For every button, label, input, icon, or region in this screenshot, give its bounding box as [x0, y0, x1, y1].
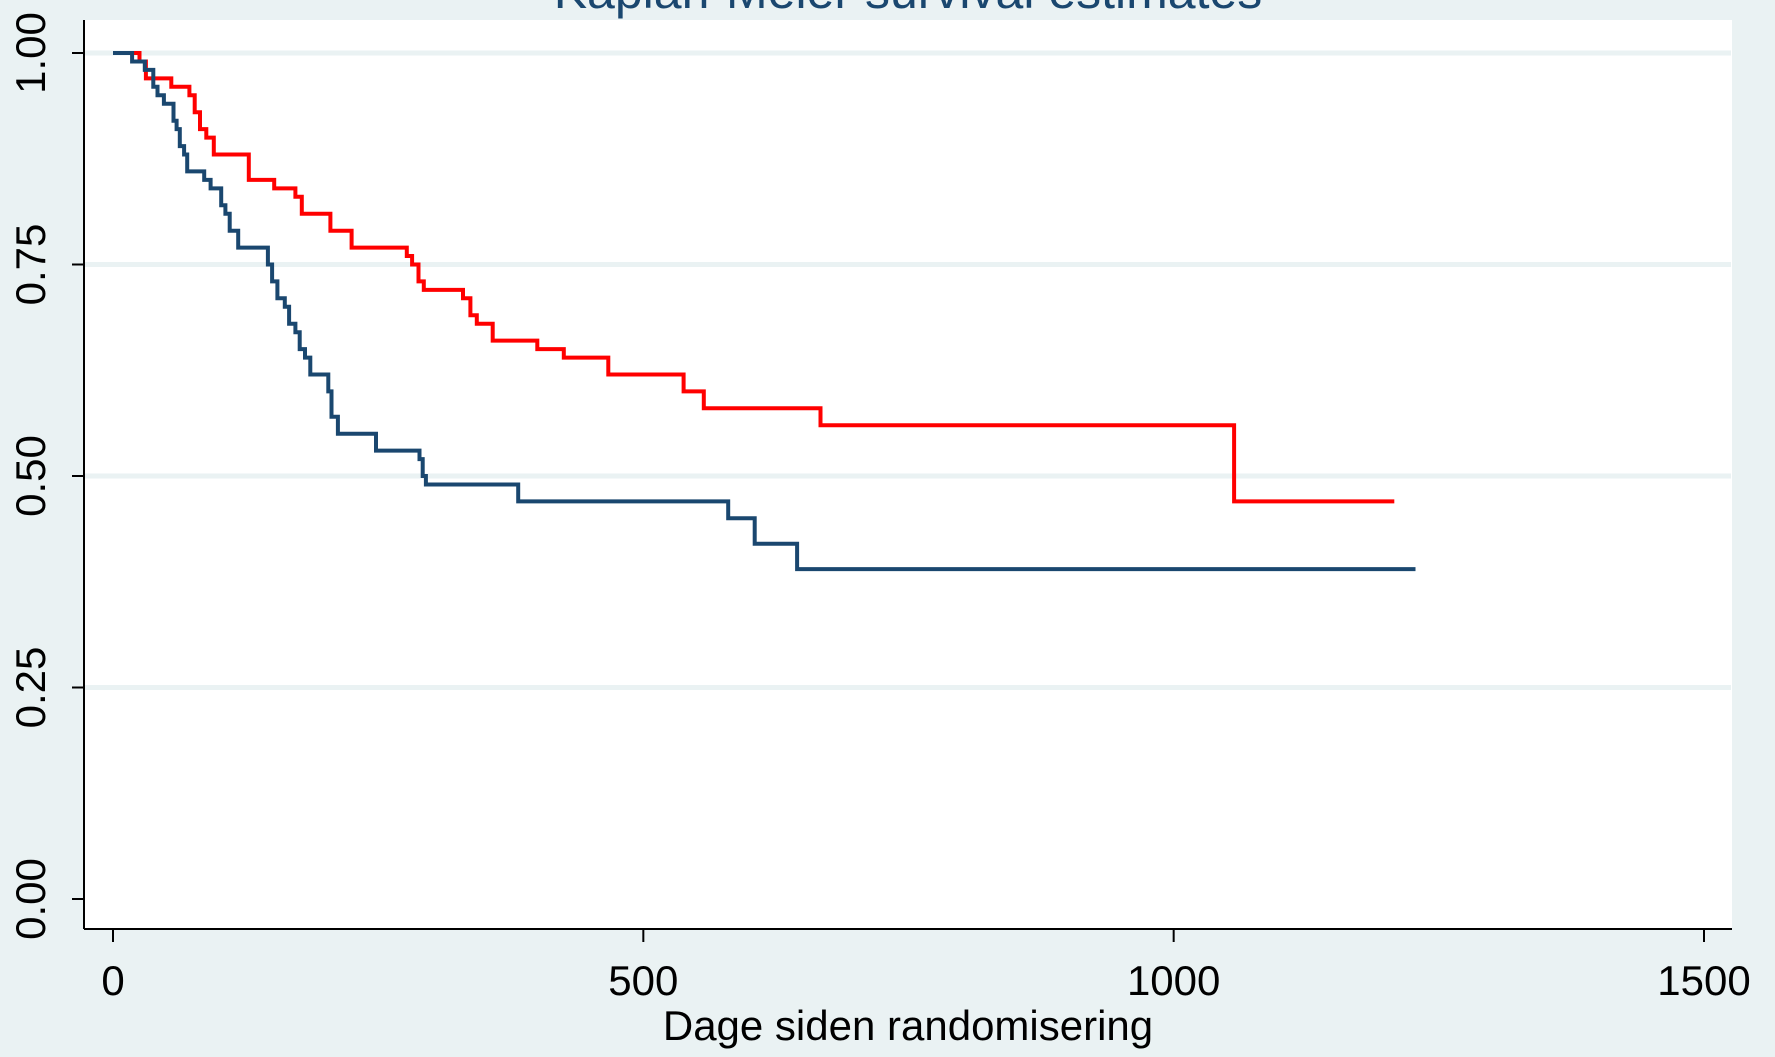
y-tick-label: 1.00: [7, 12, 54, 94]
chart-title: Kaplan-Meier survival estimates: [554, 0, 1263, 19]
gridlines: [85, 50, 1731, 690]
y-tick-label: 0.25: [7, 647, 54, 729]
y-tick-label: 0.50: [7, 435, 54, 517]
series: [113, 51, 1416, 572]
y-tick-label: 0.00: [7, 858, 54, 940]
x-tick-label: 0: [101, 957, 124, 1004]
x-axis-label: Dage siden randomisering: [663, 1002, 1153, 1049]
x-tick-label: 1500: [1657, 957, 1750, 1004]
series-line-2: [113, 51, 1416, 572]
y-tick-label: 0.75: [7, 224, 54, 306]
y-ticks: 0.00 0.25 0.50 0.75 1.00: [7, 12, 84, 940]
x-tick-label: 500: [608, 957, 678, 1004]
series-line-1: [113, 51, 1395, 504]
axes: [83, 20, 1732, 930]
x-ticks: 0 500 1000 1500: [101, 929, 1751, 1004]
x-tick-label: 1000: [1127, 957, 1220, 1004]
